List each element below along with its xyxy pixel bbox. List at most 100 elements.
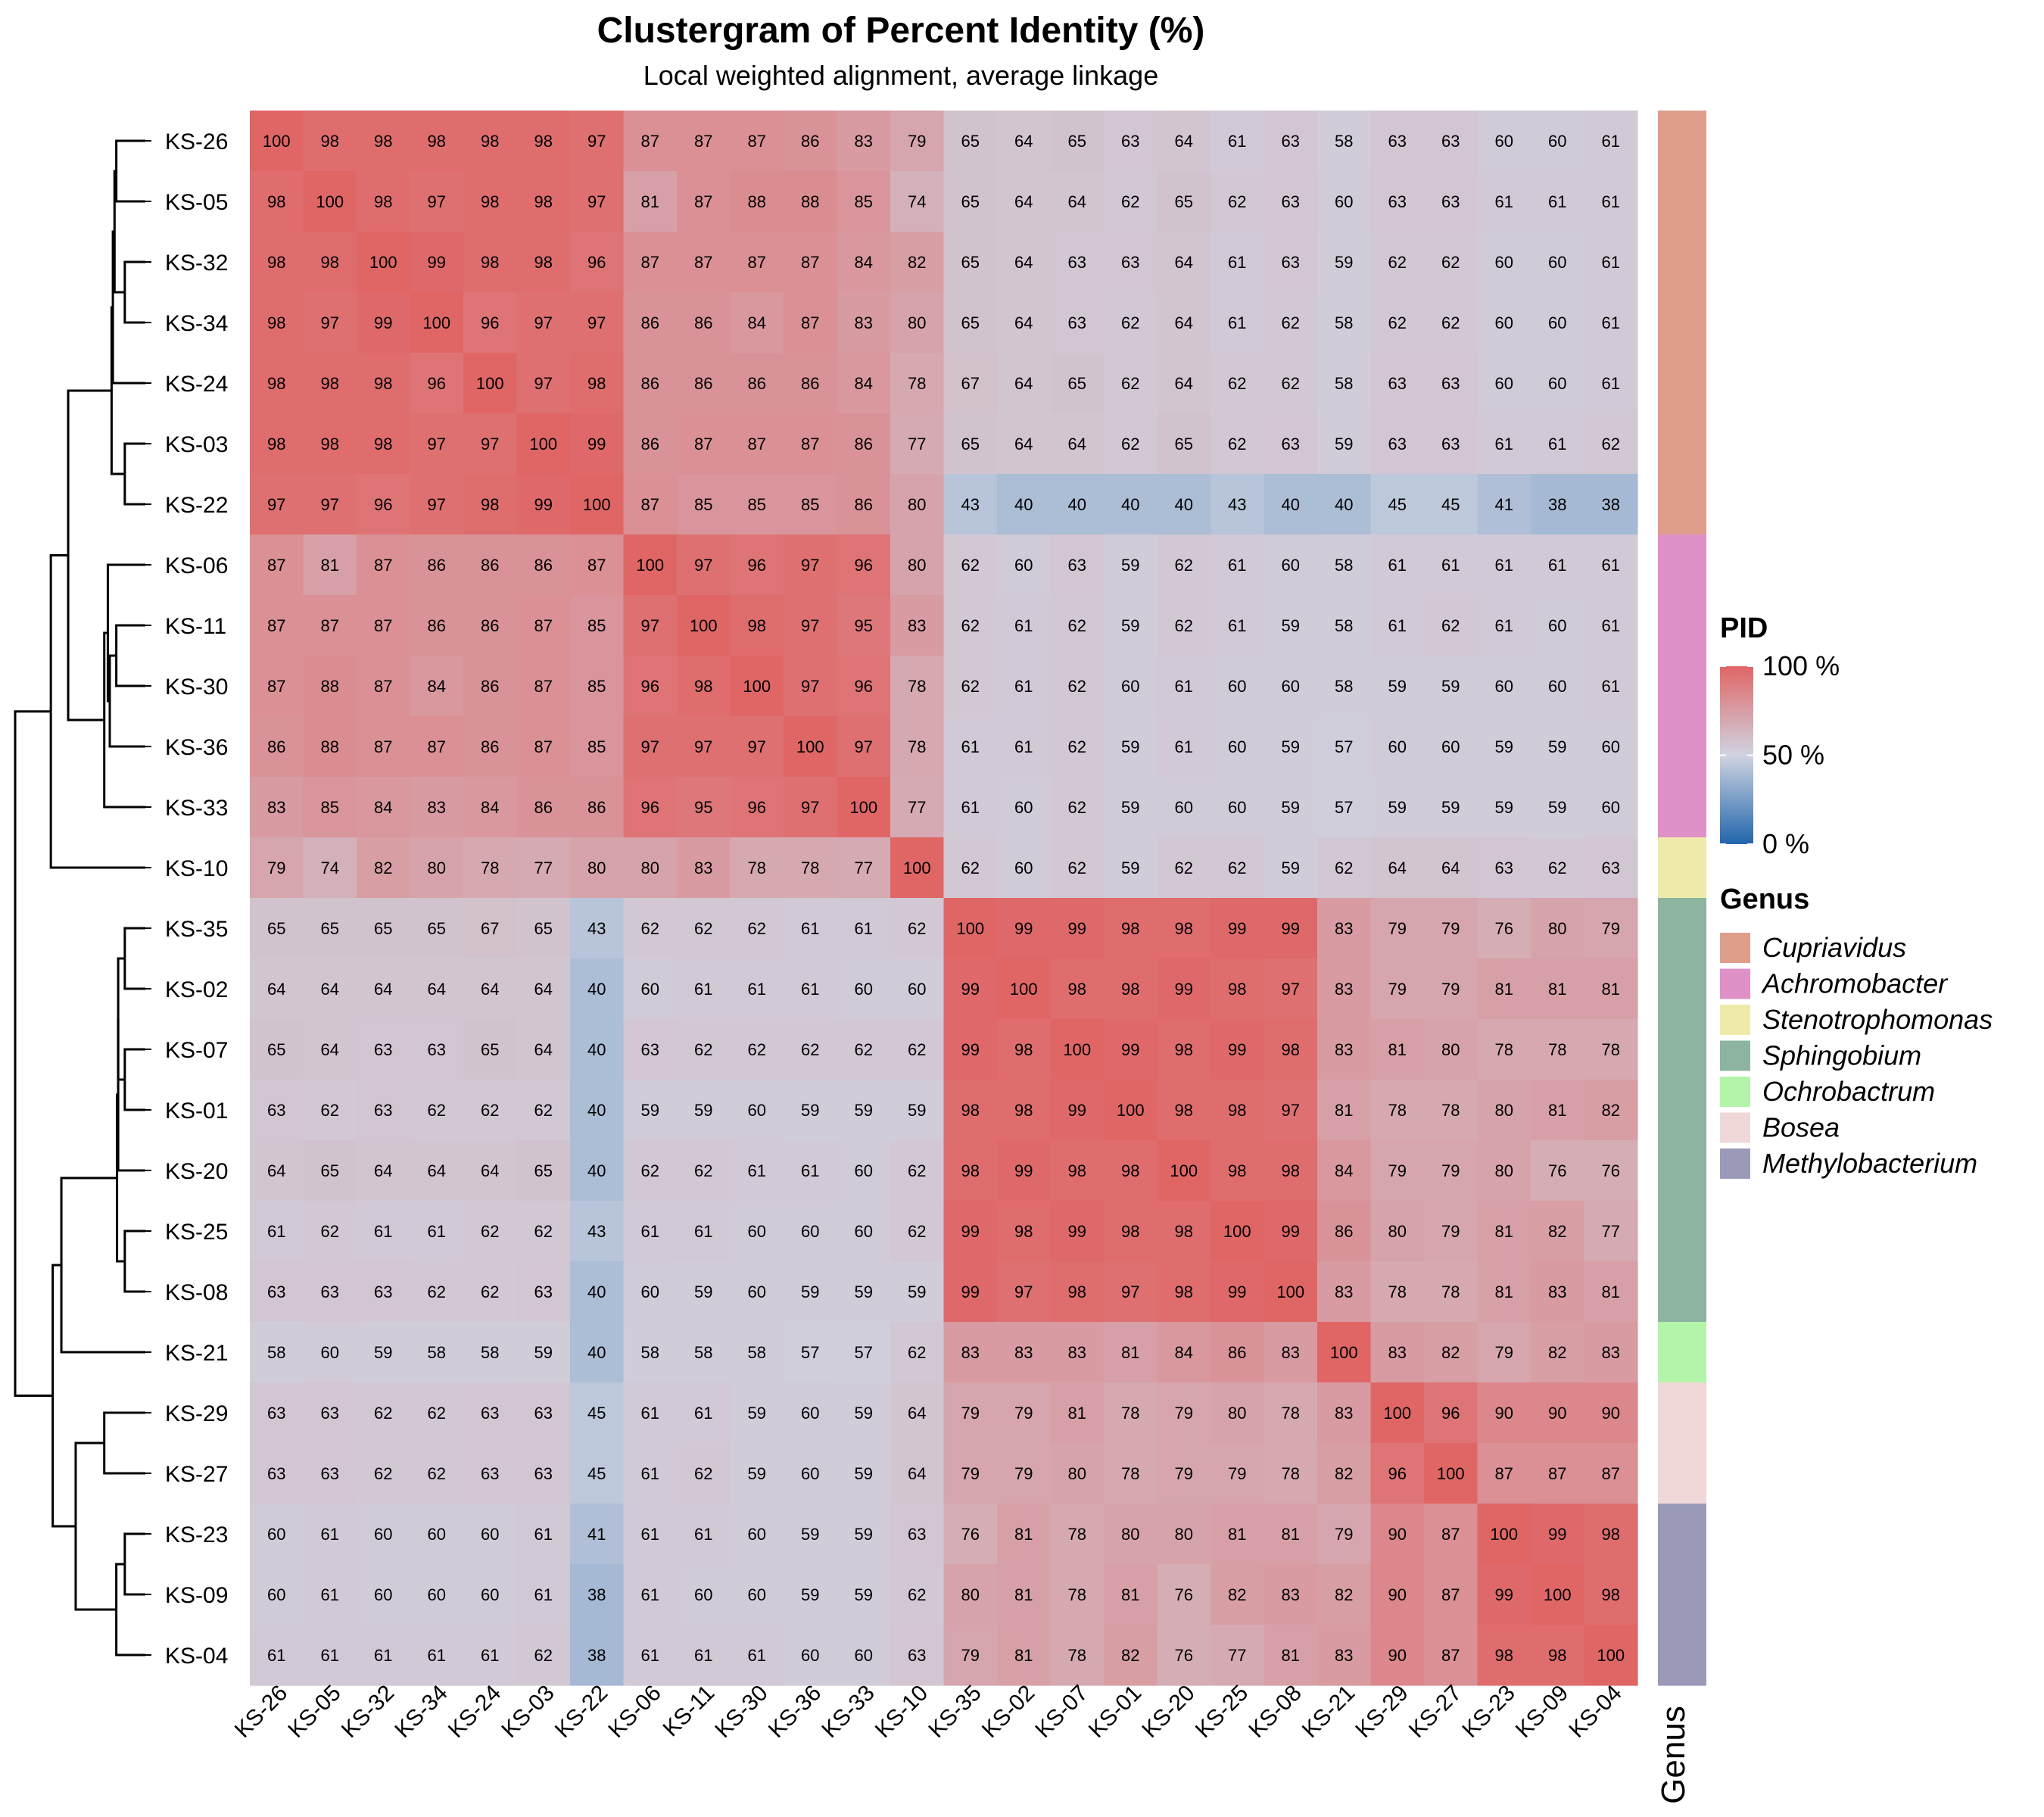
- cell-value-label: 59: [855, 1101, 873, 1120]
- heatmap-cell: [1104, 837, 1158, 899]
- cell-value-label: 59: [908, 1282, 926, 1301]
- genus-legend-swatch: [1720, 1005, 1750, 1035]
- dendrogram-branch: [108, 654, 145, 748]
- heatmap-cell: [1424, 353, 1478, 414]
- heatmap-cell: [997, 171, 1052, 232]
- cell-value-label: 83: [1335, 919, 1353, 938]
- genus-bar-segment: [1658, 413, 1706, 475]
- cell-value-label: 86: [534, 556, 553, 575]
- heatmap-cell: [357, 292, 411, 354]
- cell-value-label: 97: [321, 495, 339, 514]
- heatmap-cell: [303, 1382, 357, 1444]
- heatmap-cell: [303, 292, 357, 354]
- cell-value-label: 65: [1175, 435, 1193, 453]
- heatmap-cell: [730, 716, 784, 778]
- heatmap-cell: [943, 535, 998, 596]
- cell-value-label: 85: [321, 798, 339, 817]
- cell-value-label: 63: [321, 1404, 339, 1423]
- cell-value-label: 90: [1388, 1646, 1407, 1665]
- cell-value-label: 61: [641, 1525, 659, 1544]
- cell-value-label: 79: [1014, 1404, 1033, 1423]
- cell-value-label: 64: [1175, 313, 1193, 332]
- heatmap-cell: [570, 413, 625, 475]
- heatmap-cell: [623, 1382, 678, 1444]
- cell-value-label: 60: [1548, 616, 1566, 635]
- cell-value-label: 65: [1068, 374, 1086, 393]
- cell-value-label: 62: [1068, 677, 1086, 696]
- heatmap-cell: [1424, 1019, 1478, 1080]
- cell-value-label: 97: [428, 435, 446, 453]
- cell-value-label: 43: [587, 919, 606, 938]
- heatmap-cell: [410, 1322, 464, 1383]
- heatmap-cell: [890, 716, 945, 778]
- cell-value-label: 83: [1602, 1343, 1620, 1362]
- cell-value-label: 87: [801, 253, 819, 272]
- heatmap-cell: [357, 656, 411, 717]
- cell-value-label: 59: [1282, 737, 1300, 756]
- genus-bar-segment: [1658, 1625, 1706, 1686]
- heatmap-cell: [410, 716, 464, 778]
- heatmap-cell: [1584, 1504, 1638, 1565]
- cell-value-label: 62: [1602, 435, 1620, 453]
- cell-value-label: 97: [694, 737, 712, 756]
- cell-value-label: 98: [694, 677, 712, 696]
- heatmap-cell: [463, 1382, 518, 1444]
- heatmap-cell: [250, 595, 304, 656]
- column-label: KS-35: [924, 1681, 986, 1743]
- heatmap-cell: [1263, 716, 1318, 778]
- heatmap-cell: [250, 1201, 304, 1262]
- cell-value-label: 81: [1068, 1404, 1086, 1423]
- heatmap-cell: [784, 1261, 838, 1323]
- cell-value-label: 63: [1441, 374, 1460, 393]
- cell-value-label: 87: [641, 495, 659, 514]
- cell-value-label: 79: [1175, 1464, 1193, 1483]
- cell-value-label: 86: [481, 677, 499, 696]
- cell-value-label: 83: [1068, 1343, 1086, 1362]
- cell-value-label: 45: [587, 1464, 606, 1483]
- genus-bar-segment: [1658, 1504, 1706, 1565]
- column-label: KS-22: [550, 1681, 612, 1743]
- heatmap-cell: [1263, 656, 1318, 717]
- heatmap-cell: [1157, 898, 1211, 959]
- heatmap-cell: [463, 777, 518, 838]
- cell-value-label: 58: [1335, 132, 1353, 151]
- heatmap-cell: [1584, 111, 1638, 172]
- cell-value-label: 100: [903, 859, 931, 877]
- cell-value-label: 97: [267, 495, 285, 514]
- cell-value-label: 99: [1282, 919, 1300, 938]
- cell-value-label: 78: [1441, 1101, 1460, 1120]
- heatmap-cell: [890, 535, 945, 596]
- cell-value-label: 64: [1175, 132, 1193, 151]
- cell-value-label: 90: [1495, 1404, 1513, 1423]
- cell-value-label: 60: [801, 1464, 819, 1483]
- heatmap-cell: [463, 292, 518, 354]
- cell-value-label: 63: [1282, 132, 1300, 151]
- heatmap-cell: [837, 1322, 891, 1383]
- cell-value-label: 98: [1228, 980, 1246, 999]
- heatmap-cell: [1370, 292, 1425, 354]
- genus-legend-label: Bosea: [1762, 1112, 1840, 1143]
- heatmap-cell: [1104, 656, 1158, 717]
- heatmap-cell: [730, 1322, 784, 1383]
- cell-value-label: 83: [267, 798, 285, 817]
- heatmap-cell: [784, 353, 838, 414]
- cell-value-label: 99: [1228, 1040, 1246, 1059]
- cell-value-label: 62: [1335, 859, 1353, 877]
- genus-legend-swatch: [1720, 1148, 1750, 1179]
- heatmap-cell: [1424, 1625, 1478, 1686]
- cell-value-label: 60: [694, 1585, 712, 1604]
- cell-value-label: 40: [1282, 495, 1300, 514]
- cell-value-label: 100: [1063, 1040, 1091, 1059]
- heatmap-cell: [1211, 474, 1265, 535]
- cell-value-label: 59: [374, 1343, 392, 1362]
- cell-value-label: 40: [587, 1040, 606, 1059]
- heatmap-cell: [570, 1201, 625, 1262]
- column-label: KS-23: [1457, 1681, 1519, 1743]
- genus-legend-label: Methylobacterium: [1762, 1148, 1977, 1179]
- cell-value-label: 61: [1495, 556, 1513, 575]
- heatmap-cell: [997, 1564, 1052, 1625]
- cell-value-label: 83: [1335, 1040, 1353, 1059]
- cell-value-label: 98: [428, 132, 446, 151]
- heatmap-cell: [677, 1140, 731, 1201]
